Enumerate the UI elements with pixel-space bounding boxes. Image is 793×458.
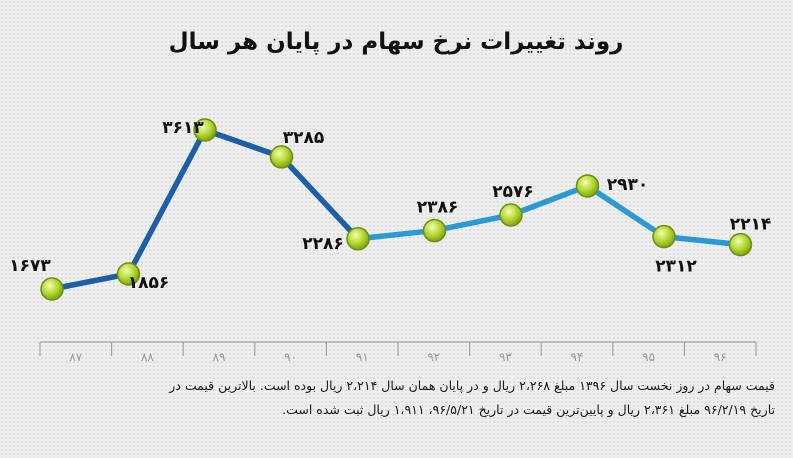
- data-label: ۱۸۵۶: [128, 273, 170, 293]
- series-line-layer: [49, 127, 744, 292]
- line-segment: [355, 227, 438, 242]
- x-tick-label: ۸۹: [213, 350, 226, 364]
- line-segment: [661, 233, 744, 248]
- x-tick-label: ۸۷: [69, 350, 82, 364]
- data-point: [728, 232, 753, 257]
- line-segment: [125, 127, 208, 277]
- data-label: ۲۳۱۲: [655, 257, 697, 277]
- x-tick-label: ۹۱: [356, 350, 369, 364]
- data-label: ۲۲۱۴: [730, 215, 772, 235]
- data-point: [269, 145, 294, 169]
- data-point: [575, 174, 600, 198]
- data-label: ۲۳۸۶: [417, 198, 459, 218]
- footnote-line-2: تاریخ ۹۶/۲/۱۹ مبلغ ۲،۳۶۱ ریال و پایین‌تر…: [282, 402, 775, 417]
- x-tick-label: ۹۳: [499, 350, 512, 364]
- line-segment: [49, 271, 132, 292]
- data-point: [652, 224, 676, 249]
- line-segment: [202, 127, 285, 160]
- line-segment: [431, 212, 514, 234]
- x-tick-label: ۹۴: [571, 350, 584, 364]
- x-axis: ۸۷ ۸۸ ۸۹ ۹۰ ۹۱ ۹۲ ۹۳ ۹۴ ۹۵ ۹۶: [39, 341, 757, 364]
- marker-layer: [40, 118, 753, 301]
- chart-title: روند تغییرات نرخ سهام در پایان هر سال: [169, 29, 624, 55]
- data-label-layer: ۱۶۷۳ ۱۸۵۶ ۳۶۱۳ ۳۲۸۵ ۲۲۸۶ ۲۳۸۶ ۲۵۷۶ ۲۹۳۰ ۲۳۱۲ ۲۲۱۴: [9, 118, 771, 293]
- data-label: ۱۶۷۳: [9, 256, 51, 276]
- data-label: ۳۶۱۳: [162, 118, 204, 138]
- data-point: [422, 218, 447, 243]
- data-label: ۳۲۸۵: [283, 128, 325, 148]
- data-point: [346, 227, 370, 251]
- line-segment: [508, 183, 591, 218]
- x-tick-label: ۹۵: [642, 350, 655, 364]
- data-label: ۲۹۳۰: [607, 175, 649, 195]
- data-label: ۲۲۸۶: [302, 234, 344, 254]
- line-segment: [278, 154, 361, 242]
- data-point: [116, 262, 141, 286]
- x-tick-label: ۹۰: [284, 350, 297, 364]
- x-tick-label: ۹۶: [714, 350, 727, 364]
- footnote-line-1: قیمت سهام در روز نخست سال ۱۳۹۶ مبلغ ۲،۲۶…: [169, 378, 775, 393]
- data-point: [40, 277, 64, 301]
- data-point: [193, 118, 217, 142]
- chart-footnote: قیمت سهام در روز نخست سال ۱۳۹۶ مبلغ ۲،۲۶…: [18, 374, 775, 422]
- data-point: [499, 203, 523, 227]
- x-tick-label: ۹۲: [427, 350, 440, 364]
- line-segment: [584, 183, 667, 240]
- x-tick-label: ۸۸: [141, 350, 154, 364]
- data-label: ۲۵۷۶: [492, 182, 534, 202]
